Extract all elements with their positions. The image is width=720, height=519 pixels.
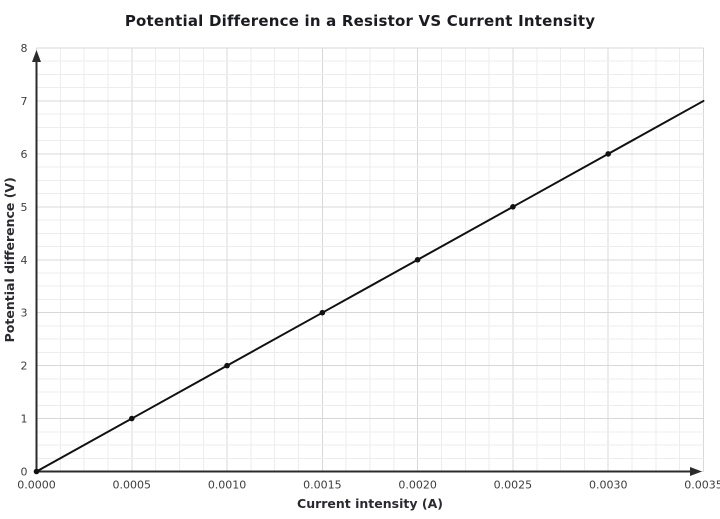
y-tick-label: 5 [21,201,28,214]
y-tick-label: 6 [21,148,28,161]
y-tick-label: 1 [21,413,28,426]
x-tick-label: 0.0030 [589,479,628,492]
x-axis-label: Current intensity (A) [297,496,443,511]
y-axis-arrow-icon [32,50,41,62]
y-tick-label: 3 [21,307,28,320]
x-tick-label: 0.0000 [17,479,56,492]
x-tick-label: 0.0015 [303,479,342,492]
data-point [510,204,516,210]
x-tick-label: 0.0020 [398,479,437,492]
data-point [128,415,135,422]
x-tick-label: 0.0035 [684,479,720,492]
data-point [319,309,326,316]
chart-title: Potential Difference in a Resistor VS Cu… [124,12,596,30]
y-axis-label: Potential difference (V) [2,177,17,342]
y-tick-label: 2 [21,360,28,373]
y-tick-label: 0 [21,466,28,479]
x-tick-label: 0.0025 [494,479,533,492]
data-line [35,99,705,473]
y-tick-label: 4 [21,254,28,267]
y-tick-label: 7 [21,95,28,108]
data-point [414,256,421,263]
data-point [224,362,230,369]
x-tick-label: 0.0010 [208,479,247,492]
data-point [605,151,612,157]
x-tick-label: 0.0005 [113,479,152,492]
data-point [33,468,40,475]
y-tick-label: 8 [21,42,28,55]
x-axis-arrow-icon [690,467,702,476]
